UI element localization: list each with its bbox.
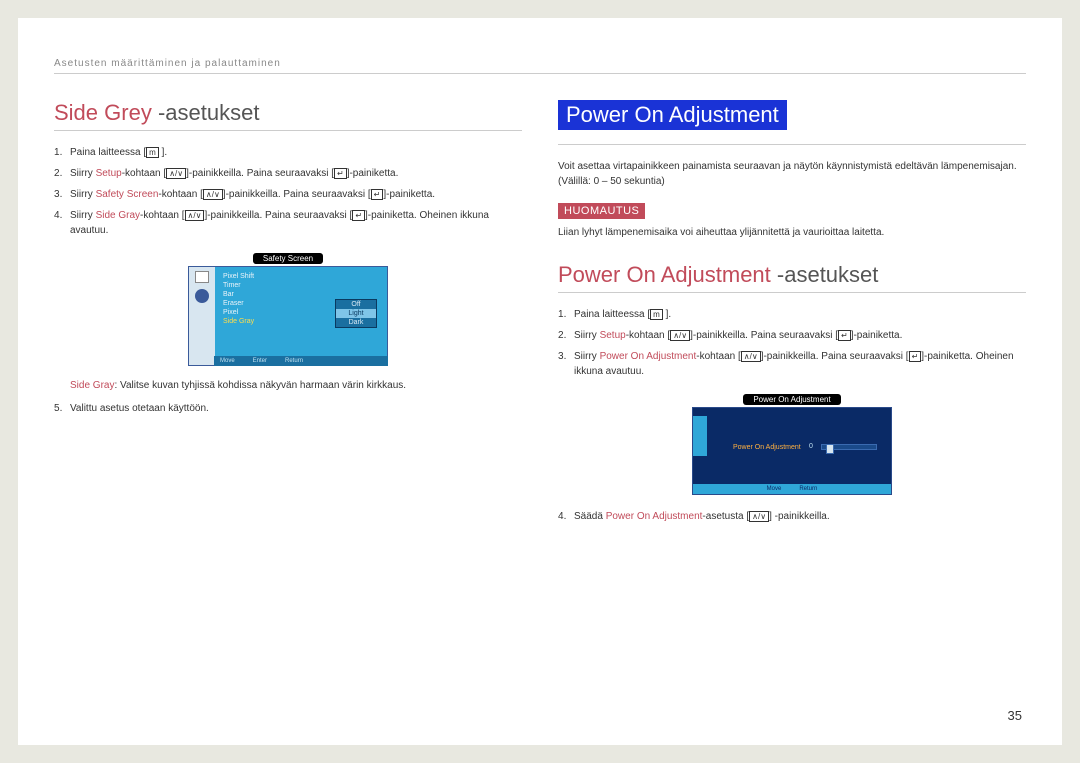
right-steps-list: Paina laitteessa [m ]. Siirry Setup-koht… — [558, 307, 1026, 379]
left-steps-continued: Valittu asetus otetaan käyttöön. — [54, 401, 522, 416]
osd-stripe — [693, 416, 707, 456]
step-4: Säädä Power On Adjustment-asetusta [∧/∨]… — [558, 509, 1026, 524]
step-5: Valittu asetus otetaan käyttöön. — [54, 401, 522, 416]
gear-icon — [195, 289, 209, 303]
safety-screen-keyword: Safety Screen — [96, 189, 159, 200]
power-on-heading-row: Power On Adjustment — [558, 100, 1026, 145]
power-on-settings-heading: Power On Adjustment -asetukset — [558, 262, 1026, 293]
power-on-heading: Power On Adjustment — [558, 100, 787, 130]
note-text: Liian lyhyt lämpenemisaika voi aiheuttaa… — [558, 225, 1026, 240]
note-label: HUOMAUTUS — [558, 203, 645, 219]
heading-main: Power On Adjustment — [558, 262, 771, 287]
power-on-keyword: Power On Adjustment — [606, 511, 703, 522]
manual-page: Asetusten määrittäminen ja palauttaminen… — [18, 18, 1062, 745]
step-4: Siirry Side Gray-kohtaan [∧/∨]-painikkei… — [54, 208, 522, 238]
updown-icon: ∧/∨ — [749, 511, 769, 523]
enter-icon: ↵ — [352, 210, 365, 222]
right-column: Power On Adjustment Voit asettaa virtapa… — [558, 100, 1026, 530]
osd-label: Power On Adjustment — [733, 444, 801, 451]
left-column: Side Grey -asetukset Paina laitteessa [m… — [54, 100, 522, 530]
step-1: Paina laitteessa [m ]. — [54, 145, 522, 160]
osd-value: 0 — [809, 443, 813, 450]
side-gray-keyword: Side Gray — [96, 210, 140, 221]
note-block: HUOMAUTUS Liian lyhyt lämpenemisaika voi… — [558, 201, 1026, 240]
step-2: Siirry Setup-kohtaan [∧/∨]-painikkeilla.… — [54, 166, 522, 181]
step-1: Paina laitteessa [m ]. — [558, 307, 1026, 322]
osd-main: Pixel Shift Timer Bar Eraser Pixel Side … — [215, 267, 387, 365]
step-2: Siirry Setup-kohtaan [∧/∨]-painikkeilla.… — [558, 328, 1026, 343]
breadcrumb: Asetusten määrittäminen ja palauttaminen — [54, 58, 1026, 74]
setup-keyword: Setup — [96, 168, 122, 179]
osd-body: Power On Adjustment 0 Move Return — [692, 407, 892, 495]
osd-popup-item: Off — [336, 300, 376, 309]
enter-icon: ↵ — [371, 189, 384, 201]
step-3: Siirry Safety Screen-kohtaan [∧/∨]-paini… — [54, 187, 522, 202]
two-column-layout: Side Grey -asetukset Paina laitteessa [m… — [54, 100, 1026, 530]
osd-popup: Off Light Dark — [335, 299, 377, 328]
osd-slider — [821, 444, 877, 450]
osd-title: Safety Screen — [253, 253, 323, 264]
osd-footer: Move Enter Return — [214, 356, 388, 366]
side-gray-description: Side Gray: Valitse kuvan tyhjissä kohdis… — [70, 380, 522, 391]
osd-item: Timer — [223, 282, 379, 289]
heading-suffix: -asetukset — [152, 100, 260, 125]
updown-icon: ∧/∨ — [203, 189, 223, 201]
osd-title: Power On Adjustment — [743, 394, 840, 405]
menu-icon: m — [650, 309, 663, 321]
heading-main: Side Grey — [54, 100, 152, 125]
osd-popup-item: Dark — [336, 318, 376, 327]
updown-icon: ∧/∨ — [741, 351, 761, 363]
osd-item: Pixel Shift — [223, 273, 379, 280]
updown-icon: ∧/∨ — [670, 330, 690, 342]
setup-keyword: Setup — [600, 330, 626, 341]
osd-item: Bar — [223, 291, 379, 298]
updown-icon: ∧/∨ — [166, 168, 186, 180]
right-steps-continued: Säädä Power On Adjustment-asetusta [∧/∨]… — [558, 509, 1026, 524]
heading-suffix: -asetukset — [771, 262, 879, 287]
updown-icon: ∧/∨ — [185, 210, 205, 222]
osd-screenshot-safety-screen: Safety Screen Pixel Shift Timer Bar Eras… — [54, 248, 522, 366]
osd-footer: Move Return — [693, 484, 891, 494]
enter-icon: ↵ — [838, 330, 851, 342]
enter-icon: ↵ — [909, 351, 922, 363]
osd-sidebar — [189, 267, 215, 365]
intro-paragraph: Voit asettaa virtapainikkeen painamista … — [558, 159, 1026, 189]
osd-screenshot-power-on: Power On Adjustment Power On Adjustment … — [558, 389, 1026, 495]
menu-icon: m — [146, 147, 159, 159]
enter-icon: ↵ — [334, 168, 347, 180]
osd-body: Pixel Shift Timer Bar Eraser Pixel Side … — [188, 266, 388, 366]
page-number: 35 — [1008, 708, 1022, 723]
left-steps-list: Paina laitteessa [m ]. Siirry Setup-koht… — [54, 145, 522, 238]
osd-popup-item-selected: Light — [336, 309, 376, 318]
osd-sidebar-icon — [195, 271, 209, 283]
power-on-keyword: Power On Adjustment — [600, 351, 697, 362]
step-3: Siirry Power On Adjustment-kohtaan [∧/∨]… — [558, 349, 1026, 379]
side-grey-heading: Side Grey -asetukset — [54, 100, 522, 131]
